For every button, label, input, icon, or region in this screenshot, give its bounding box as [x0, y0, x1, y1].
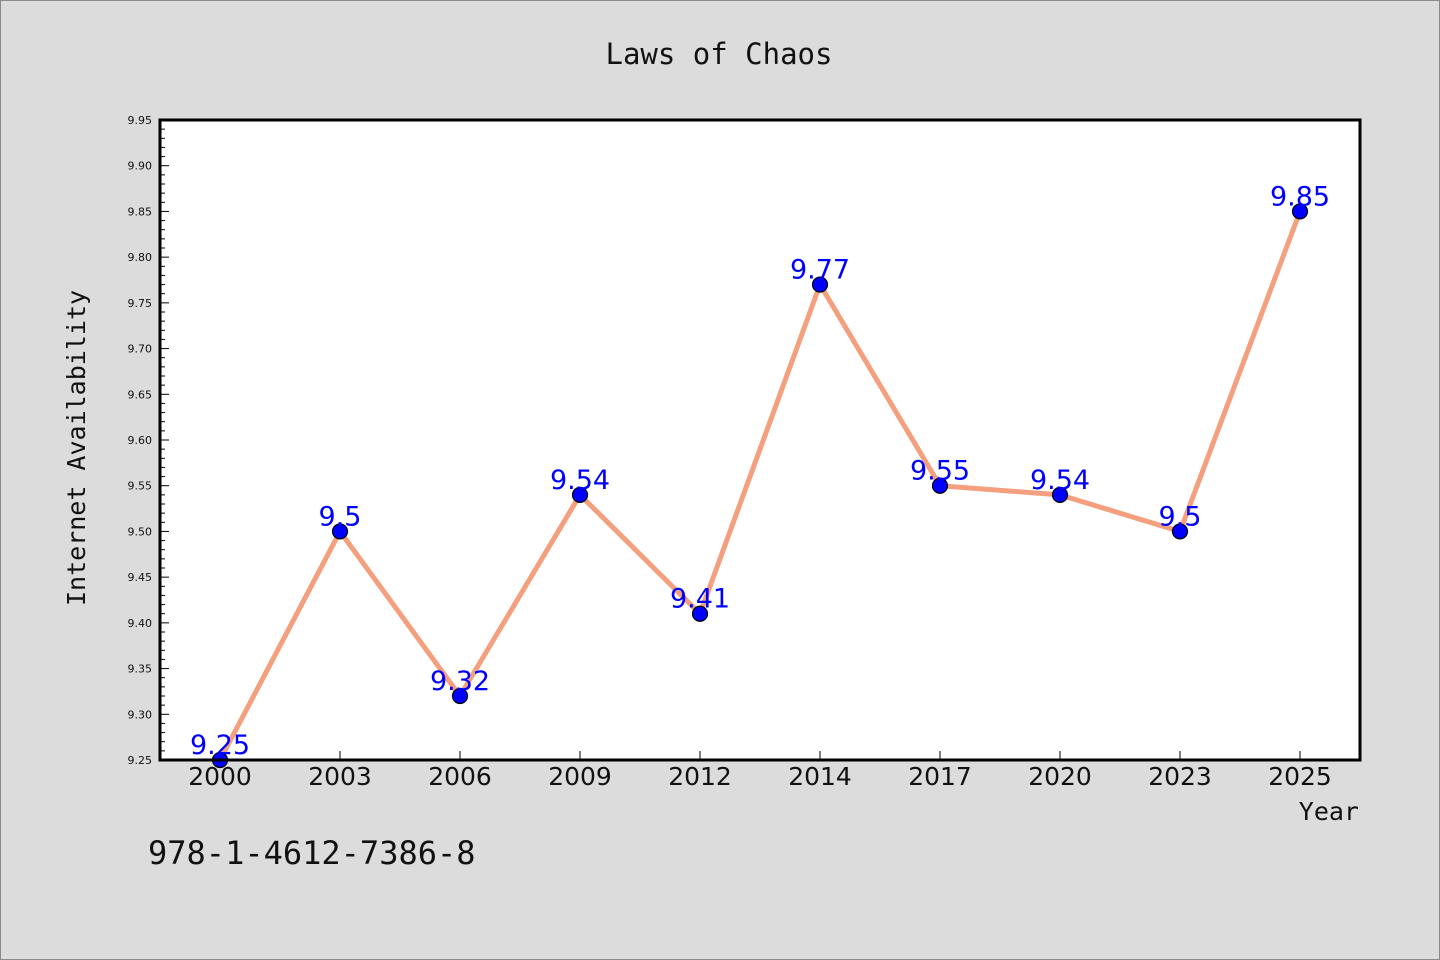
y-tick-label: 9.60	[128, 434, 153, 447]
x-tick-label: 2017	[908, 762, 972, 791]
x-axis-label: Year	[1299, 797, 1359, 826]
data-label: 9.85	[1270, 181, 1330, 212]
data-label: 9.32	[430, 666, 490, 697]
data-label: 9.54	[550, 465, 610, 496]
y-tick-label: 9.35	[128, 663, 153, 676]
data-label: 9.41	[670, 584, 730, 615]
chart-title: Laws of Chaos	[606, 37, 833, 71]
data-point	[931, 477, 949, 494]
y-tick-label: 9.80	[128, 251, 153, 264]
x-tick-label: 2025	[1268, 762, 1332, 791]
data-point	[811, 276, 829, 293]
plot-area	[160, 120, 1360, 760]
y-axis-ticks: 9.25 9.30 9.35 9.40 9.45 9.50 9.55 9.60 9.65 9.70…	[128, 114, 169, 767]
data-point	[571, 486, 589, 503]
y-tick-label: 9.50	[128, 525, 153, 538]
data-point	[691, 605, 709, 622]
y-tick-label: 9.70	[128, 343, 153, 356]
x-tick-label: 2006	[428, 762, 492, 791]
data-point	[1171, 523, 1189, 540]
y-tick-label: 9.30	[128, 708, 153, 721]
y-tick-label: 9.85	[128, 205, 153, 218]
y-tick-label: 9.95	[128, 114, 153, 127]
y-tick-label: 9.75	[128, 297, 153, 310]
x-tick-label: 2020	[1028, 762, 1092, 791]
x-tick-label: 2003	[308, 762, 372, 791]
series-line	[217, 208, 1303, 763]
x-tick-label: 2023	[1148, 762, 1212, 791]
data-point	[451, 687, 469, 705]
series-line-group	[217, 208, 1303, 763]
data-labels: 9.25 9.5 9.32 9.54 9.41 9.77 9.55 9.54 9.5 9.85	[190, 181, 1330, 761]
y-tick-label: 9.90	[128, 160, 153, 173]
y-axis-label: Internet Availability	[62, 290, 91, 606]
y-tick-label: 9.40	[128, 617, 153, 630]
data-point	[1051, 486, 1069, 503]
x-tick-label: 2012	[668, 762, 732, 791]
data-label: 9.55	[910, 456, 970, 487]
x-axis-ticks: 2000 2003 2006 2009 2012 2014 2017 2020 2023 2025	[188, 751, 1332, 791]
isbn-caption: 978-1-4612-7386-8	[148, 834, 476, 872]
y-tick-label: 9.65	[128, 388, 153, 401]
data-label: 9.54	[1030, 465, 1090, 496]
plot-border	[158, 118, 1362, 762]
data-point	[1291, 203, 1309, 220]
y-tick-label: 9.25	[128, 754, 153, 767]
data-label: 9.77	[790, 255, 850, 286]
y-tick-label: 9.45	[128, 571, 153, 584]
data-point	[331, 523, 349, 540]
data-label: 9.5	[319, 501, 362, 532]
x-tick-label: 2014	[788, 762, 852, 791]
y-tick-label: 9.55	[128, 480, 153, 493]
x-tick-label: 2009	[548, 762, 612, 791]
data-label: 9.25	[190, 730, 250, 761]
data-label: 9.5	[1159, 501, 1202, 532]
